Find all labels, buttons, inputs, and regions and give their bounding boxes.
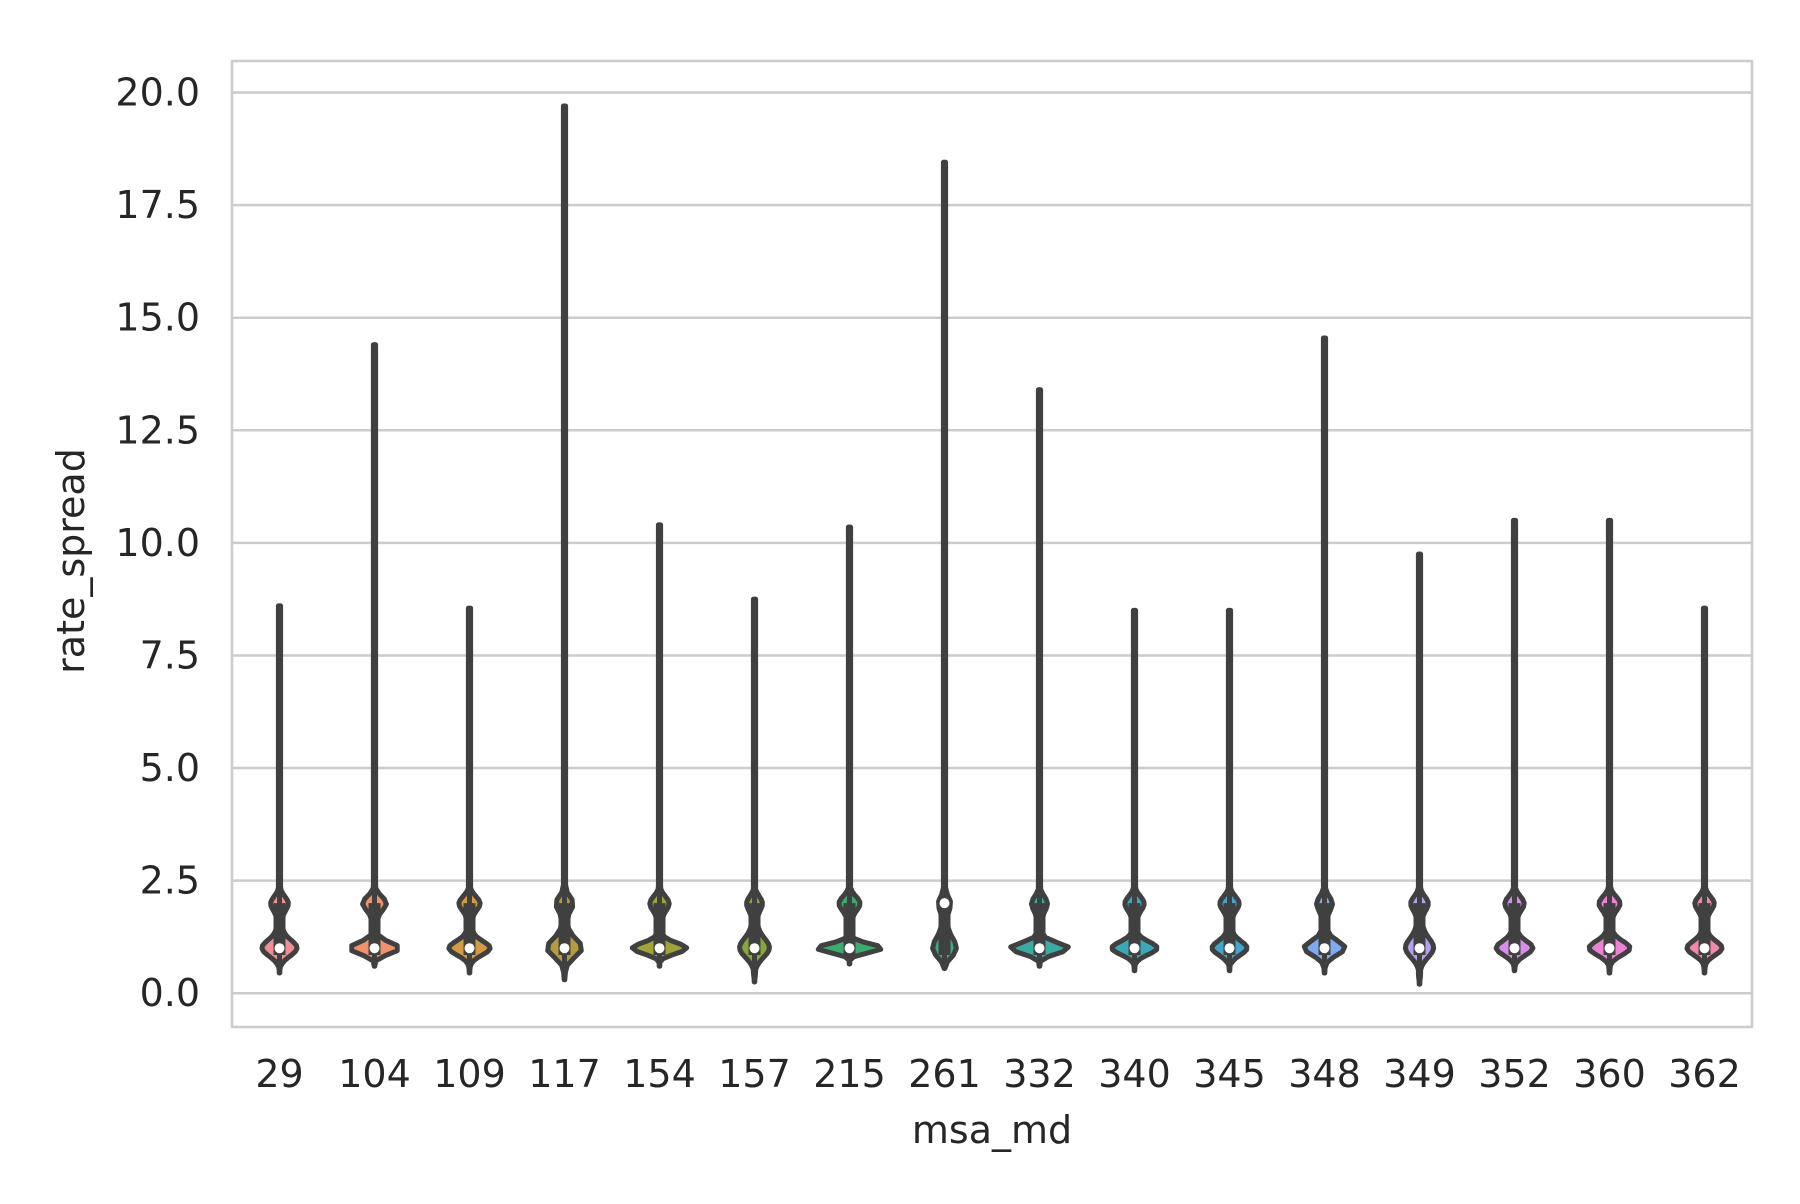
y-axis-title: rate_spread [49,448,93,674]
x-tick-label: 345 [1193,1052,1266,1096]
x-tick-label: 261 [908,1052,981,1096]
y-tick-label: 20.0 [115,71,200,115]
violin-median-point [844,943,855,954]
x-tick-label: 215 [813,1052,886,1096]
x-tick-label: 340 [1098,1052,1171,1096]
x-tick-label: 29 [255,1052,303,1096]
x-tick-label: 362 [1668,1052,1741,1096]
plot-frame [230,59,1754,1029]
violin-median-point [1414,943,1425,954]
violin-117 [545,103,584,983]
violin-median-point [559,943,570,954]
x-tick-label: 154 [623,1052,696,1096]
violin-median-point [939,898,950,909]
y-tick-label: 17.5 [115,183,200,227]
violin-median-point [1319,943,1330,954]
y-tick-labels: 0.0 2.5 5.0 7.5 10.0 12.5 15.0 17.5 20.0 [115,71,200,1016]
violin-median-point [1699,943,1710,954]
violin-352 [1493,517,1536,974]
violin-104 [349,342,400,969]
violin-360 [1586,517,1633,976]
violin-362 [1684,605,1725,976]
x-tick-label: 360 [1573,1052,1646,1096]
y-tick-label: 5.0 [140,746,200,790]
violin-261 [930,159,959,971]
y-tick-label: 0.0 [140,971,200,1015]
violin-median-point [464,943,475,954]
x-tick-label: 352 [1478,1052,1551,1096]
violin-median-point [1034,943,1045,954]
x-axis-title: msa_md [912,1108,1072,1152]
x-tick-label: 157 [718,1052,791,1096]
violin-157 [737,596,772,985]
x-tick-label: 332 [1003,1052,1076,1096]
x-tick-label: 348 [1288,1052,1361,1096]
violin-median-point [1129,943,1140,954]
violin-154 [629,522,690,969]
violin-median-point [1509,943,1520,954]
x-tick-label: 349 [1383,1052,1456,1096]
violin-29 [259,603,300,976]
x-tick-label: 109 [433,1052,506,1096]
violin-215 [815,524,884,967]
x-tick-labels: 29 104 109 117 154 157 215 261 332 340 345 348 349 35… [255,1052,1740,1096]
y-tick-label: 10.0 [115,521,200,565]
violin-109 [446,605,493,976]
violin-median-point [654,943,665,954]
y-tick-label: 7.5 [140,633,200,677]
violin-median-point [1224,943,1235,954]
grid [232,91,1752,995]
violin-340 [1109,607,1160,974]
violin-332 [1008,387,1071,969]
y-tick-label: 15.0 [115,296,200,340]
x-tick-label: 117 [528,1052,601,1096]
violin-348 [1301,335,1348,976]
violin-median-point [274,943,285,954]
violin-349 [1402,551,1437,987]
y-tick-label: 12.5 [115,408,200,452]
y-tick-label: 2.5 [140,859,200,903]
violin-median-point [749,943,760,954]
violins [259,103,1725,987]
violin-median-point [369,943,380,954]
violin-median-point [1604,943,1615,954]
x-tick-label: 104 [338,1052,411,1096]
violin-345 [1209,607,1250,974]
